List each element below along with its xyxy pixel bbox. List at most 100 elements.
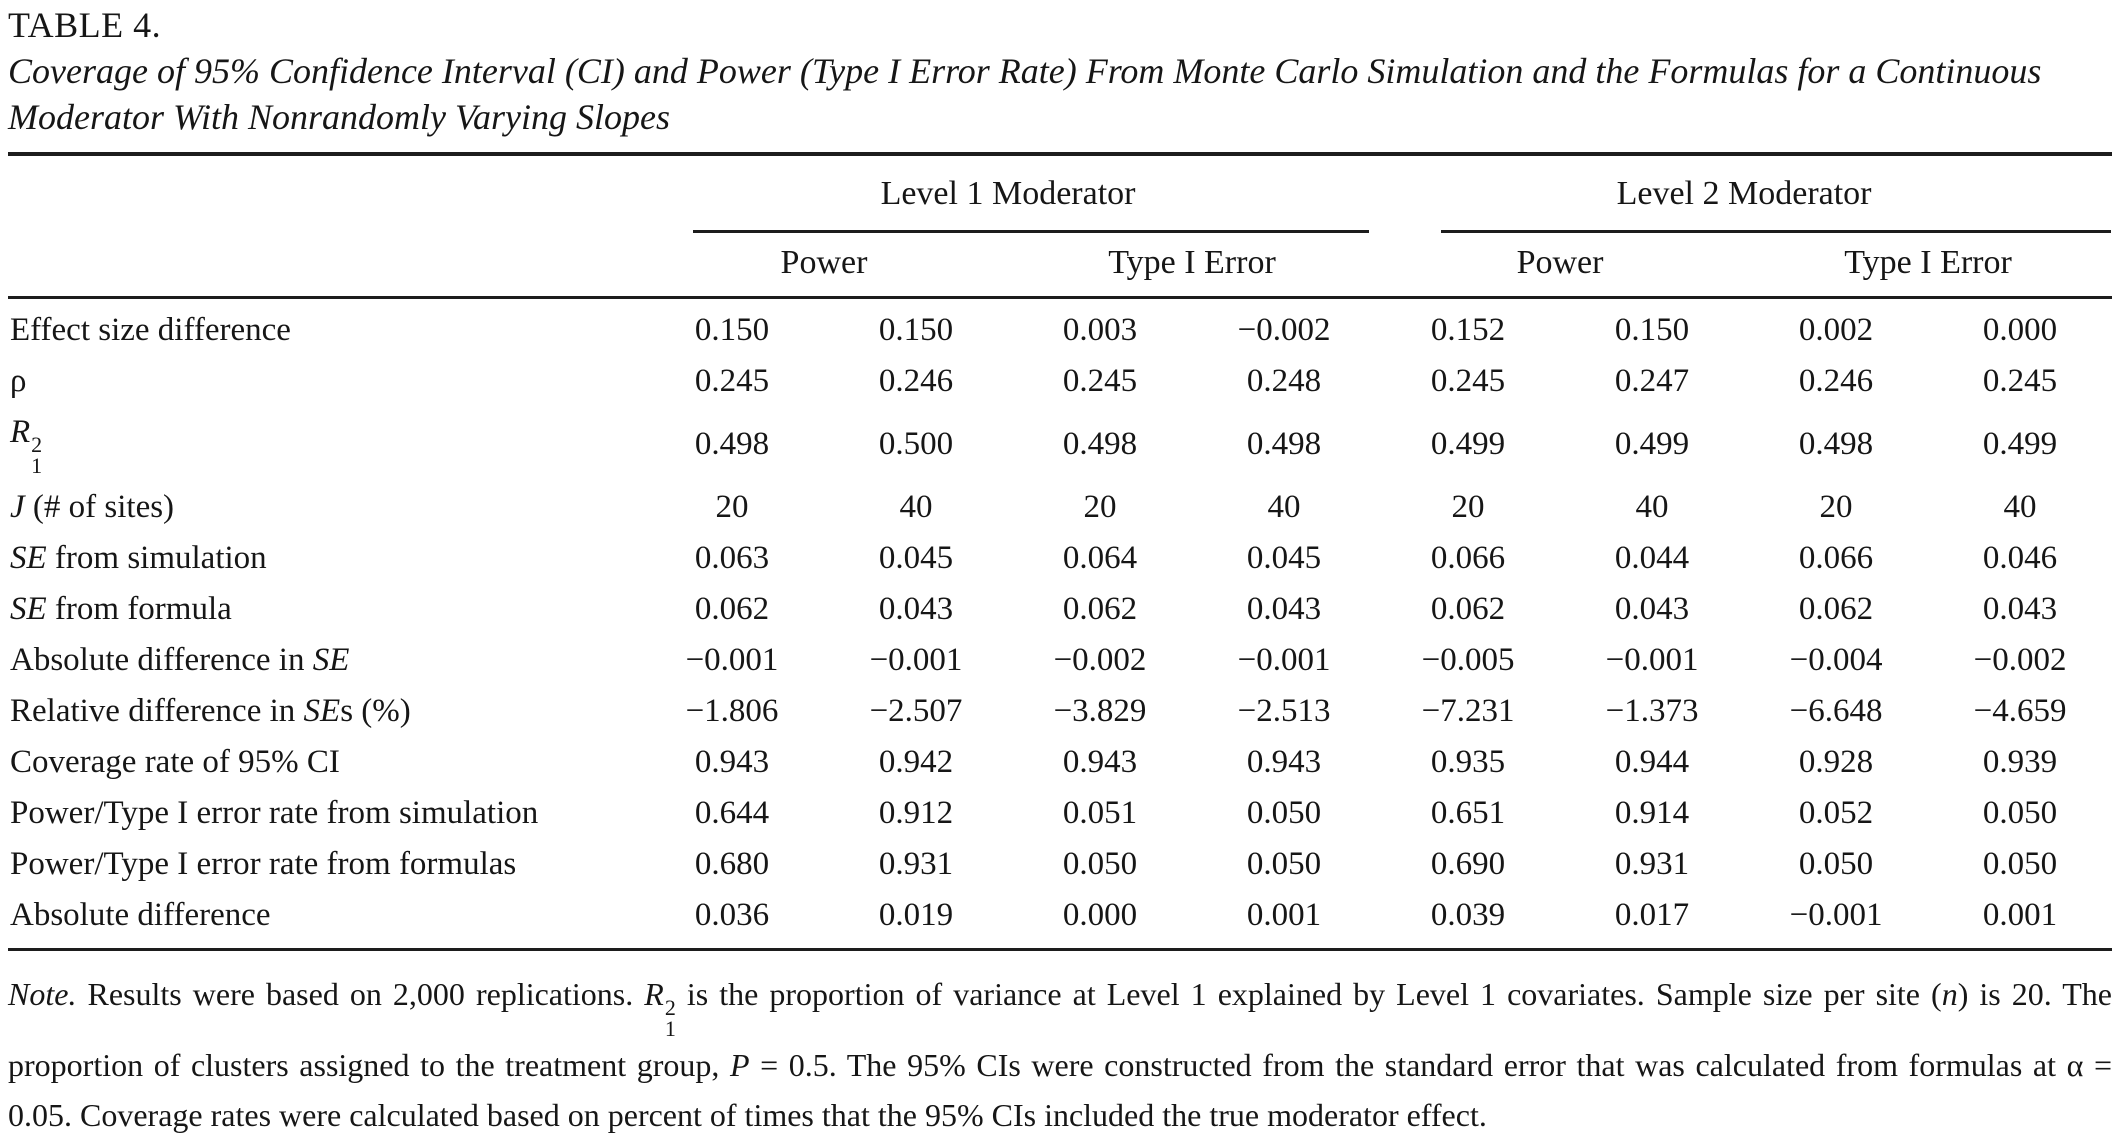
data-cell: 20 (1083, 488, 1117, 525)
data-cell: 0.046 (1982, 539, 2058, 576)
table-row: Effect size difference 0.150 0.150 0.003 −0.… (8, 298, 2112, 357)
text-segment: from formula (46, 590, 232, 627)
row-label: ρ (8, 356, 640, 407)
row-label: J (# of sites) (8, 482, 640, 533)
data-cell: 0.931 (1614, 845, 1690, 882)
row-label: Power/Type I error rate from simulation (8, 788, 640, 839)
data-cell: 0.062 (1062, 590, 1138, 627)
data-cell: 0.247 (1614, 363, 1690, 399)
data-cell: 0.499 (1982, 425, 2058, 462)
data-cell: 0.498 (1246, 425, 1322, 462)
data-cell: −0.001 (685, 641, 779, 678)
data-cell: 0.043 (1614, 590, 1690, 627)
data-cell: −0.004 (1789, 641, 1883, 678)
row-label: Effect size difference (8, 298, 640, 357)
data-cell: 0.066 (1798, 539, 1874, 576)
data-cell: 0.943 (694, 743, 770, 780)
data-cell: 0.001 (1192, 889, 1377, 951)
data-cell: 0.051 (1062, 794, 1138, 831)
level2-power-header: Power (1376, 234, 1745, 299)
data-cell: 20 (715, 488, 749, 525)
text-segment: Results were based on 2,000 replications… (76, 975, 645, 1012)
data-cell: 0.499 (1614, 425, 1690, 462)
level1-moderator-label: Level 1 Moderator (880, 175, 1136, 212)
row-label: Coverage rate of 95% CI (8, 737, 640, 788)
text-segment: Absolute difference (10, 896, 271, 933)
level2-type1error-header: Type I Error (1744, 234, 2113, 299)
data-cell: 0.045 (1246, 539, 1322, 576)
level1-moderator-group-header: Level 1 Moderator (640, 154, 1376, 234)
data-cell: 0.045 (878, 539, 954, 576)
data-cell: 0.017 (1560, 889, 1745, 951)
data-cell: 0.000 (1008, 889, 1192, 951)
table-body: Effect size difference 0.150 0.150 0.003 −0.… (8, 298, 2113, 951)
data-cell: 0.245 (1062, 363, 1138, 399)
data-cell: 0.246 (1798, 363, 1874, 399)
table-note: Note. Results were based on 2,000 replic… (8, 969, 2112, 1140)
data-cell: 0.935 (1430, 743, 1506, 780)
data-cell: 0.150 (694, 312, 770, 348)
data-cell: 0.914 (1614, 794, 1690, 831)
data-table: Level 1 Moderator Level 2 Moderator Powe… (8, 152, 2113, 951)
data-cell: 0.248 (1246, 363, 1322, 399)
data-cell: 0.245 (1982, 363, 2058, 399)
row-label: Absolute difference (8, 889, 640, 951)
superscript: 2 (664, 994, 676, 1020)
data-cell: 0.066 (1430, 539, 1506, 576)
data-cell: 20 (1451, 488, 1485, 525)
text-segment: from simulation (46, 539, 267, 576)
data-cell: 0.498 (1798, 425, 1874, 462)
text-segment: Effect size difference (10, 312, 291, 348)
row-label: Relative difference in SEs (%) (8, 686, 640, 737)
stub-header (8, 154, 640, 234)
table-row: Absolute difference 0.036 0.019 0.000 0.001 0… (8, 889, 2113, 951)
table-row: Absolute difference in SE −0.001 −0.001 −0.… (8, 635, 2112, 686)
text-segment: Power/Type I error rate from formulas (10, 845, 517, 882)
data-cell: 0.245 (694, 363, 770, 399)
data-cell: −4.659 (1973, 692, 2067, 729)
data-cell: 0.050 (1246, 794, 1322, 831)
data-cell: −2.513 (1237, 692, 1331, 729)
data-cell: 0.062 (1798, 590, 1874, 627)
data-cell: 0.064 (1062, 539, 1138, 576)
data-cell: −3.829 (1053, 692, 1147, 729)
data-cell: 0.062 (1430, 590, 1506, 627)
data-cell: 40 (2003, 488, 2037, 525)
table-row: ρ 0.245 0.246 0.245 0.248 0.245 0.247 0.246 0.24… (8, 356, 2112, 407)
data-cell: 0.152 (1430, 312, 1506, 348)
data-cell: 0.928 (1798, 743, 1874, 780)
data-cell: 40 (1267, 488, 1301, 525)
data-cell: 0.150 (878, 312, 954, 348)
table-row: Power/Type I error rate from formulas 0.6… (8, 839, 2112, 890)
data-cell: 0.050 (1062, 845, 1138, 882)
data-cell: 0.063 (694, 539, 770, 576)
text-segment: R (644, 975, 664, 1012)
text-segment: Note. (8, 975, 77, 1012)
text-segment: Coverage rate of 95% CI (10, 743, 340, 780)
data-cell: 0.912 (878, 794, 954, 831)
table-caption: Coverage of 95% Confidence Interval (CI)… (8, 51, 2042, 137)
data-cell: 0.002 (1798, 312, 1874, 348)
stub-subheader (8, 234, 640, 299)
table-header: Level 1 Moderator Level 2 Moderator Powe… (8, 154, 2113, 299)
data-cell: 0.939 (1982, 743, 2058, 780)
data-cell: −0.002 (1237, 312, 1331, 348)
level1-power-header: Power (640, 234, 1008, 299)
level2-spanner-rule (1441, 230, 2112, 233)
text-segment: n (1941, 975, 1958, 1012)
text-segment: s (%) (340, 692, 411, 729)
data-cell: −7.231 (1421, 692, 1515, 729)
data-cell: 0.500 (878, 425, 954, 462)
text-segment: J (10, 488, 25, 525)
data-cell: 0.931 (878, 845, 954, 882)
data-cell: −0.001 (1744, 889, 1929, 951)
data-cell: 0.651 (1430, 794, 1506, 831)
data-cell: −0.005 (1421, 641, 1515, 678)
data-cell: 0.039 (1376, 889, 1561, 951)
text-segment: Absolute difference in (10, 641, 313, 678)
data-cell: 0.052 (1798, 794, 1874, 831)
data-cell: 0.943 (1246, 743, 1322, 780)
